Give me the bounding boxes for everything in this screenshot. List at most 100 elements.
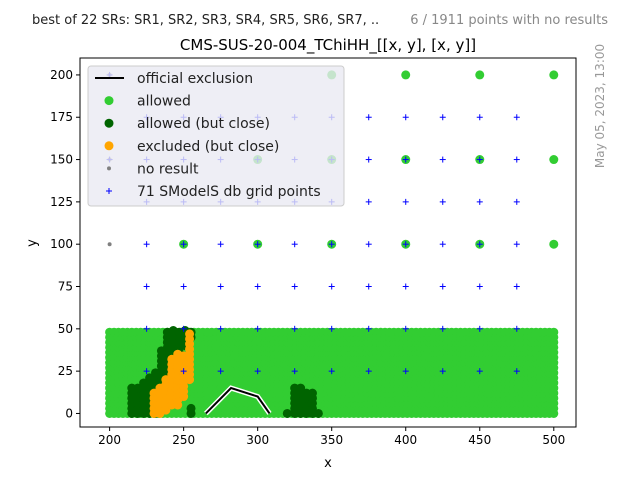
db-grid-point [439, 198, 446, 205]
official-exclusion-line [205, 386, 271, 415]
y-axis-ticks: 0 25 50 75 100 125 150 175 200 [50, 68, 80, 420]
db-grid-point [402, 325, 409, 332]
header-right-text: 6 / 1911 points with no results [410, 13, 608, 28]
allowed-point [549, 327, 559, 337]
db-grid-point [439, 156, 446, 163]
db-grid-point [439, 325, 446, 332]
db-grid-point [180, 241, 187, 248]
date-stamp: May 05, 2023, 13:00 [593, 44, 607, 168]
allowed-point [475, 70, 485, 80]
db-grid-point [328, 325, 335, 332]
x-tick-label: 350 [320, 433, 343, 447]
allowed-but-close-point [313, 408, 323, 418]
y-tick-label: 125 [50, 195, 73, 209]
legend-marker-dot [104, 96, 114, 106]
db-grid-point [143, 368, 150, 375]
db-grid-point [365, 283, 372, 290]
x-tick-label: 250 [172, 433, 195, 447]
db-grid-point [143, 241, 150, 248]
allowed-point [401, 70, 411, 80]
db-grid-point [513, 283, 520, 290]
y-tick-label: 200 [50, 68, 73, 82]
x-tick-label: 500 [542, 433, 565, 447]
db-grid-point [402, 198, 409, 205]
legend-label-excluded-but-close: excluded (but close) [137, 139, 279, 155]
legend: official exclusion allowed allowed (but cl… [87, 65, 345, 207]
db-grid-point [402, 114, 409, 121]
header-left-text: best of 22 SRs: SR1, SR2, SR3, SR4, SR5,… [32, 13, 379, 28]
db-grid-point [328, 368, 335, 375]
allowed-but-close-point [307, 388, 317, 398]
y-tick-label: 175 [50, 110, 73, 124]
db-grid-point [513, 241, 520, 248]
db-grid-point [217, 283, 224, 290]
db-grid-point [217, 241, 224, 248]
db-grid-point [476, 283, 483, 290]
db-grid-point [291, 325, 298, 332]
legend-label-allowed: allowed [137, 94, 191, 110]
allowed-but-close-point [282, 408, 292, 418]
db-grid-point [476, 241, 483, 248]
db-grid-point [254, 241, 261, 248]
db-grid-point [402, 241, 409, 248]
db-grid-point [180, 283, 187, 290]
axes-frame [79, 57, 577, 428]
db-grid-point [476, 156, 483, 163]
db-grid-point [365, 241, 372, 248]
db-grid-point [402, 368, 409, 375]
legend-label-db-grid: 71 SModelS db grid points [137, 184, 321, 200]
allowed-but-close-point [296, 383, 306, 393]
db-grid-point [513, 368, 520, 375]
x-axis-ticks: 200 250 300 350 400 450 500 [98, 427, 565, 447]
legend-marker-dot [104, 118, 114, 128]
chart-title: CMS-SUS-20-004_TChiHH_[[x, y], [x, y]] [180, 36, 476, 55]
db-grid-point [254, 325, 261, 332]
db-grid-point [513, 156, 520, 163]
x-tick-label: 300 [246, 433, 269, 447]
db-grid-point [402, 156, 409, 163]
db-grid-point [513, 325, 520, 332]
db-grid-point [439, 241, 446, 248]
db-grid-point [180, 325, 187, 332]
legend-marker-small-dot [107, 166, 111, 171]
x-axis-label: x [324, 456, 332, 471]
db-grid-point [439, 114, 446, 121]
legend-label-allowed-but-close: allowed (but close) [137, 116, 270, 132]
y-tick-label: 100 [50, 237, 73, 251]
allowed-point [549, 155, 559, 165]
db-grid-point [476, 368, 483, 375]
db-grid-point [365, 325, 372, 332]
db-grid-point [143, 283, 150, 290]
db-grid-point [291, 283, 298, 290]
db-grid-point [217, 368, 224, 375]
legend-label-no-result: no result [137, 161, 199, 177]
legend-box [87, 65, 345, 207]
db-grid-point [328, 241, 335, 248]
db-grid-point [254, 368, 261, 375]
db-grid-point [476, 198, 483, 205]
no-result-point [107, 242, 112, 247]
excluded-but-close-point [185, 329, 195, 339]
y-tick-label: 0 [65, 406, 73, 420]
db-grid-point [180, 368, 187, 375]
y-tick-label: 150 [50, 153, 73, 167]
db-grid-point [439, 283, 446, 290]
db-grid-point [217, 325, 224, 332]
x-tick-label: 200 [98, 433, 121, 447]
legend-marker-dot [104, 141, 114, 151]
db-grid-point [365, 114, 372, 121]
allowed-but-close-point [186, 403, 196, 413]
plot-area [105, 70, 559, 418]
db-grid-point [513, 198, 520, 205]
db-grid-point [291, 241, 298, 248]
db-grid-point [254, 283, 261, 290]
allowed-point [549, 239, 559, 249]
db-grid-point [476, 114, 483, 121]
y-tick-label: 50 [58, 322, 73, 336]
db-grid-point [402, 283, 409, 290]
y-axis-label: y [25, 239, 40, 247]
db-grid-point [365, 156, 372, 163]
db-grid-point [513, 114, 520, 121]
db-grid-point [291, 368, 298, 375]
